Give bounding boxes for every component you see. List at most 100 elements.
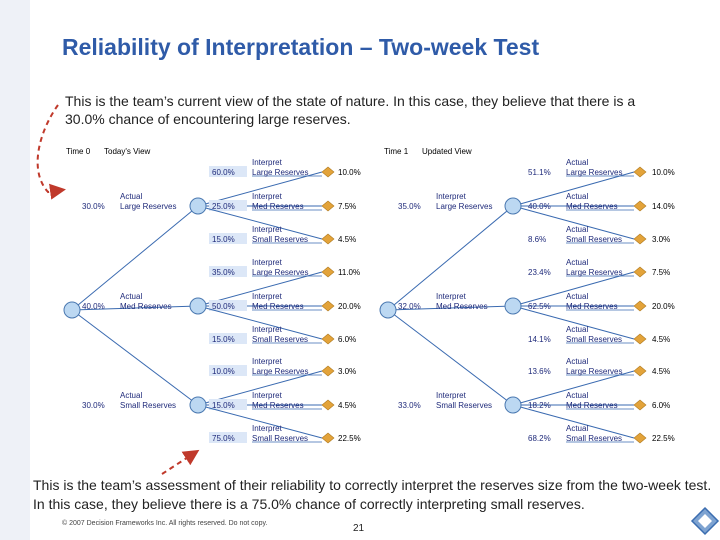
updated-chance-node [504,197,522,215]
today-sub-probability: 10.0% [212,367,235,376]
updated-sub-label: Actual [566,192,588,201]
updated-joint-value: 3.0% [652,235,670,244]
today-branch-line [71,305,199,311]
today-sub-probability: 15.0% [212,335,235,344]
today-joint-value: 4.5% [338,235,356,244]
updated-branch-label: Interpret [436,391,467,400]
today-root-node [63,301,81,319]
updated-sub-label: Med Reserves [566,202,618,211]
today-sub-label: Interpret [252,192,283,201]
today-sub-label: Interpret [252,158,283,167]
updated-sub-probability: 8.6% [528,235,546,244]
updated-header-view: Updated View [422,147,472,156]
updated-end-node [633,200,647,212]
today-branch-probability: 30.0% [82,202,105,211]
today-probability-highlight [209,399,247,410]
today-probability-highlight [209,233,247,244]
updated-chance-node [504,396,522,414]
updated-sub-label: Actual [566,225,588,234]
today-sub-label: Small Reserves [252,434,308,443]
today-end-node [321,399,335,411]
today-sub-label: Interpret [252,424,283,433]
outro-text: This is the team’s assessment of their r… [33,477,712,512]
today-joint-value: 3.0% [338,367,356,376]
updated-header-time: Time 1 [384,147,409,156]
updated-branch-line [387,305,514,311]
today-probability-highlight [209,200,247,211]
updated-joint-value: 14.0% [652,202,675,211]
today-branch-probability: 30.0% [82,401,105,410]
updated-sub-label: Small Reserves [566,235,622,244]
today-sub-probability: 15.0% [212,235,235,244]
slide-title: Reliability of Interpretation – Two-week… [62,34,540,60]
updated-branch-label: Interpret [436,292,467,301]
updated-sub-branch-line [512,271,635,307]
today-probability-highlight [209,432,247,443]
today-branch-line [71,309,199,406]
updated-end-node [633,365,647,377]
today-chance-node [189,197,207,215]
today-branch-probability: 40.0% [82,302,105,311]
today-chance-node [189,297,207,315]
updated-sub-probability: 51.1% [528,168,551,177]
updated-sub-label: Large Reserves [566,168,622,177]
updated-joint-value: 6.0% [652,401,670,410]
today-sub-label: Interpret [252,225,283,234]
updated-end-node [633,333,647,345]
updated-branch-line [387,309,514,406]
today-end-node [321,200,335,212]
today-sub-label: Med Reserves [252,202,304,211]
today-chance-node [189,396,207,414]
today-probability-highlight [209,365,247,376]
updated-end-node [633,233,647,245]
today-branch-label: Actual [120,292,142,301]
today-joint-value: 6.0% [338,335,356,344]
updated-end-node [633,300,647,312]
today-sub-label: Interpret [252,391,283,400]
updated-sub-branch-line [512,404,635,439]
updated-end-node [633,399,647,411]
today-end-node [321,266,335,278]
updated-sub-branch-line [512,171,635,207]
updated-sub-label: Actual [566,357,588,366]
today-sub-label: Interpret [252,258,283,267]
today-sub-label: Med Reserves [252,302,304,311]
updated-joint-value: 7.5% [652,268,670,277]
today-sub-label: Interpret [252,292,283,301]
updated-joint-value: 4.5% [652,335,670,344]
updated-sub-branch-line [512,370,635,406]
today-sub-probability: 25.0% [212,202,235,211]
intro-text: This is the team’s current view of the s… [65,93,636,127]
today-branch-label: Actual [120,192,142,201]
updated-sub-probability: 40.0% [528,202,551,211]
updated-end-node [633,266,647,278]
page-number: 21 [353,523,365,534]
today-sub-label: Small Reserves [252,235,308,244]
today-joint-value: 4.5% [338,401,356,410]
left-accent-bar [0,0,30,540]
updated-branch-label: Large Reserves [436,202,492,211]
updated-sub-probability: 14.1% [528,335,551,344]
updated-joint-value: 4.5% [652,367,670,376]
updated-sub-label: Actual [566,292,588,301]
updated-sub-probability: 62.5% [528,302,551,311]
today-joint-value: 20.0% [338,302,361,311]
today-sub-probability: 35.0% [212,268,235,277]
today-probability-highlight [209,266,247,277]
today-end-node [321,233,335,245]
today-probability-highlight [209,300,247,311]
updated-sub-label: Actual [566,258,588,267]
today-header-time: Time 0 [66,147,91,156]
today-joint-value: 7.5% [338,202,356,211]
updated-branch-label: Med Reserves [436,302,488,311]
probability-tree-diagram: Time 0 Today's View 30.0% Actual Large Reser… [63,147,675,444]
today-header-view: Today's View [104,147,151,156]
today-branch-label: Med Reserves [120,302,172,311]
today-end-node [321,333,335,345]
updated-sub-branch-line [512,305,635,340]
today-probability-highlight [209,166,247,177]
updated-branch-probability: 33.0% [398,401,421,410]
today-sub-label: Large Reserves [252,367,308,376]
today-sub-branch-line [197,305,323,340]
today-sub-probability: 50.0% [212,302,235,311]
